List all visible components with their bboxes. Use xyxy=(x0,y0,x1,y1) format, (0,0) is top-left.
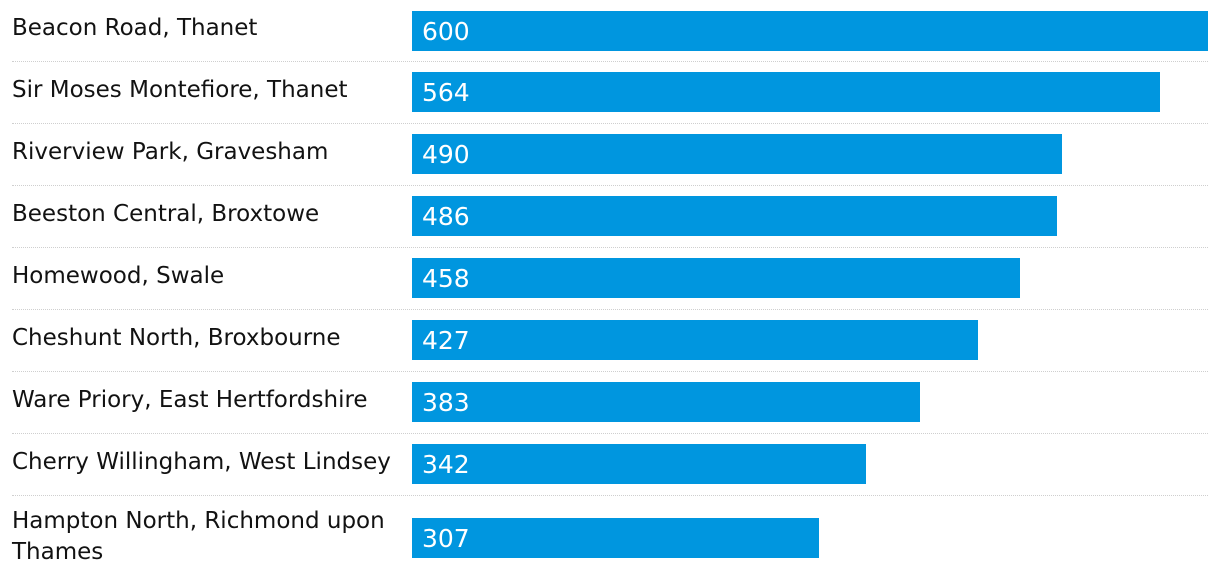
category-label: Ware Priory, East Hertfordshire xyxy=(12,387,368,413)
category-label: Cheshunt North, Broxbourne xyxy=(12,325,341,351)
bar-value-label: 427 xyxy=(422,326,470,355)
bar: 600 xyxy=(412,11,1208,51)
row-divider xyxy=(12,123,1208,124)
category-label: Homewood, Swale xyxy=(12,263,225,289)
bar: 427 xyxy=(412,320,978,360)
bar: 490 xyxy=(412,134,1062,174)
bar: 458 xyxy=(412,258,1020,298)
bar-value-label: 342 xyxy=(422,450,470,479)
category-label: Hampton North, Richmond upon Thames xyxy=(12,508,385,565)
category-label: Cherry Willingham, West Lindsey xyxy=(12,449,391,475)
row-divider xyxy=(12,185,1208,186)
bar-value-label: 307 xyxy=(422,524,470,553)
bar: 486 xyxy=(412,196,1057,236)
row-divider xyxy=(12,495,1208,496)
bar-value-label: 458 xyxy=(422,264,470,293)
bar: 564 xyxy=(412,72,1160,112)
category-label: Riverview Park, Gravesham xyxy=(12,139,329,165)
category-label: Sir Moses Montefiore, Thanet xyxy=(12,77,348,103)
row-divider xyxy=(12,247,1208,248)
row-divider xyxy=(12,433,1208,434)
bar-value-label: 600 xyxy=(422,17,470,46)
row-divider xyxy=(12,61,1208,62)
bar: 383 xyxy=(412,382,920,422)
bar: 307 xyxy=(412,518,819,558)
row-divider xyxy=(12,371,1208,372)
bar-value-label: 383 xyxy=(422,388,470,417)
bar-value-label: 486 xyxy=(422,202,470,231)
row-divider xyxy=(12,309,1208,310)
category-label: Beacon Road, Thanet xyxy=(12,15,258,41)
bar: 342 xyxy=(412,444,866,484)
bar-value-label: 564 xyxy=(422,78,470,107)
bar-value-label: 490 xyxy=(422,140,470,169)
category-label: Beeston Central, Broxtowe xyxy=(12,201,320,227)
